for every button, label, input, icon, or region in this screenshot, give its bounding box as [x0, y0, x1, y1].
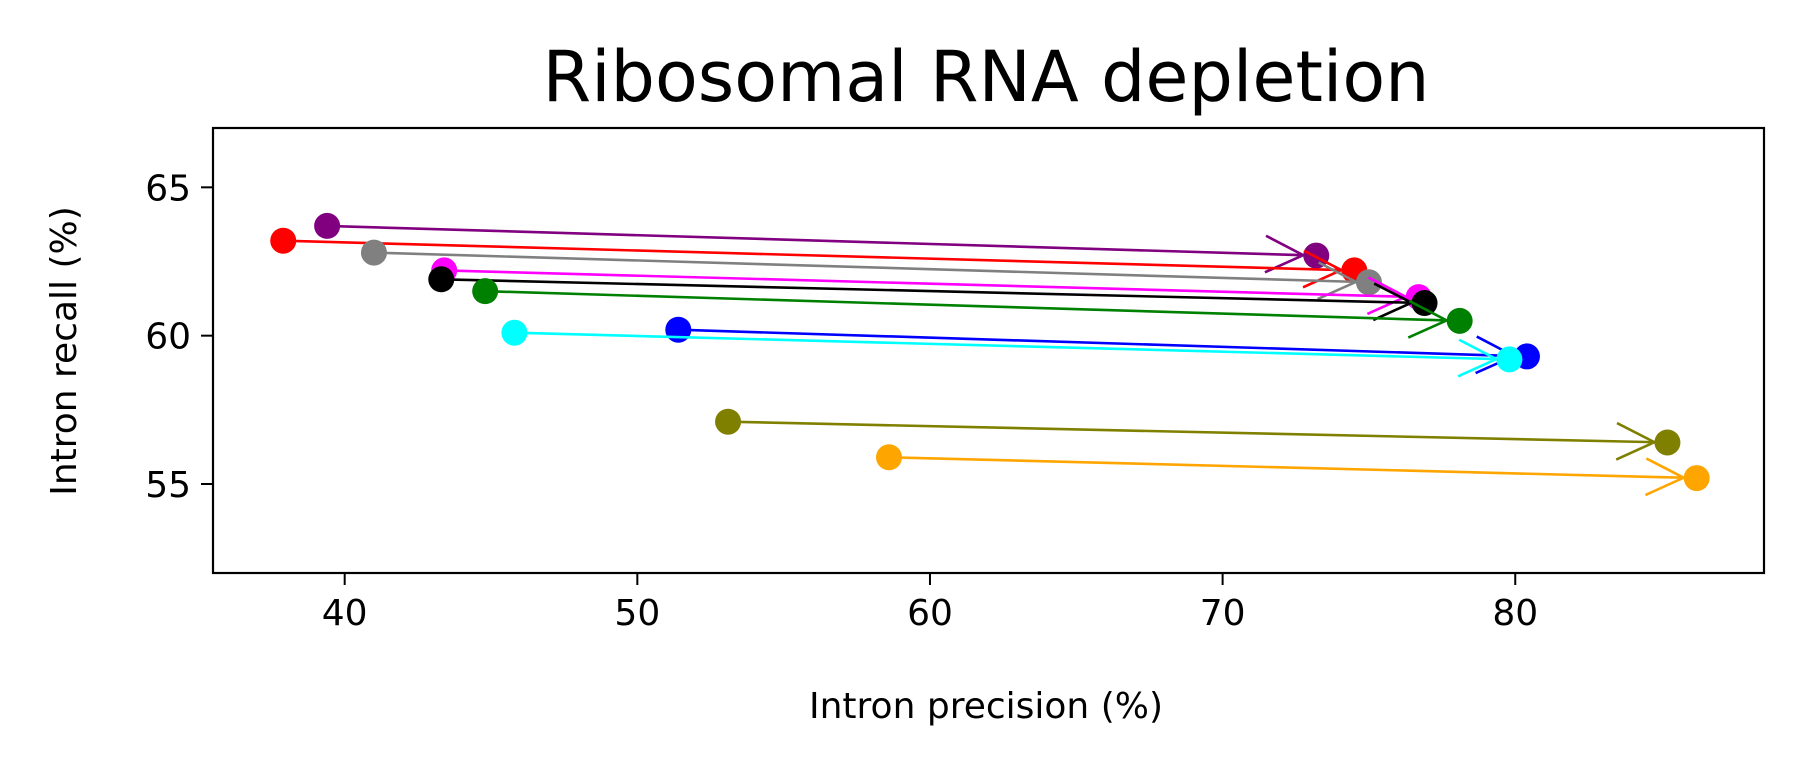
start-point: [428, 266, 455, 293]
start-point: [270, 227, 297, 254]
arrow-line: [728, 420, 1655, 444]
y-tick-label: 60: [145, 317, 191, 358]
x-tick-label: 70: [1200, 593, 1246, 634]
arrow-line: [888, 456, 1684, 480]
start-point: [472, 278, 499, 305]
start-point: [876, 444, 903, 471]
series-3: [360, 239, 1382, 301]
plot-frame: [211, 126, 1766, 575]
arrow-line: [444, 269, 1406, 299]
chart-title: Ribosomal RNA depletion: [542, 36, 1429, 118]
arrow-line: [514, 331, 1497, 361]
x-tick-label: 60: [907, 593, 953, 634]
x-tick-label: 40: [322, 593, 368, 634]
y-tick-label: 55: [145, 465, 191, 506]
arrow-head: [1615, 421, 1658, 461]
arrow-line: [485, 289, 1447, 322]
series-1: [314, 212, 1330, 274]
x-tick-label: 80: [1492, 593, 1538, 634]
series-6: [472, 278, 1473, 339]
arrow-line: [283, 239, 1342, 272]
series-2: [270, 227, 1368, 289]
end-point: [1683, 465, 1710, 492]
start-point: [715, 408, 742, 435]
plot-marks: [270, 212, 1710, 497]
start-point: [314, 212, 341, 239]
arrow-head: [1644, 457, 1687, 497]
series-7: [665, 316, 1540, 375]
x-tick-label: 50: [614, 593, 660, 634]
arrow-line: [327, 224, 1304, 257]
series-9: [715, 408, 1681, 461]
axis-ticks: 40 50 60 70 80 55 60 65: [145, 168, 1538, 634]
series-8: [501, 319, 1523, 378]
arrow-line: [678, 328, 1515, 358]
arrow-head: [1407, 299, 1450, 339]
start-point: [360, 239, 387, 266]
x-axis-label: Intron precision (%): [809, 686, 1163, 727]
arrow-line: [441, 278, 1412, 305]
end-point: [1355, 269, 1382, 296]
y-axis-label: Intron recall (%): [44, 206, 85, 496]
start-point: [665, 316, 692, 343]
end-point: [1446, 307, 1473, 334]
series-10: [876, 444, 1710, 497]
arrow-head: [1264, 234, 1307, 274]
end-point: [1654, 429, 1681, 456]
end-point: [1303, 242, 1330, 269]
arrow-line: [373, 251, 1356, 284]
start-point: [501, 319, 528, 346]
arrow-head: [1317, 261, 1359, 301]
y-tick-label: 65: [145, 168, 191, 209]
end-point: [1411, 290, 1438, 317]
end-point: [1496, 346, 1523, 373]
